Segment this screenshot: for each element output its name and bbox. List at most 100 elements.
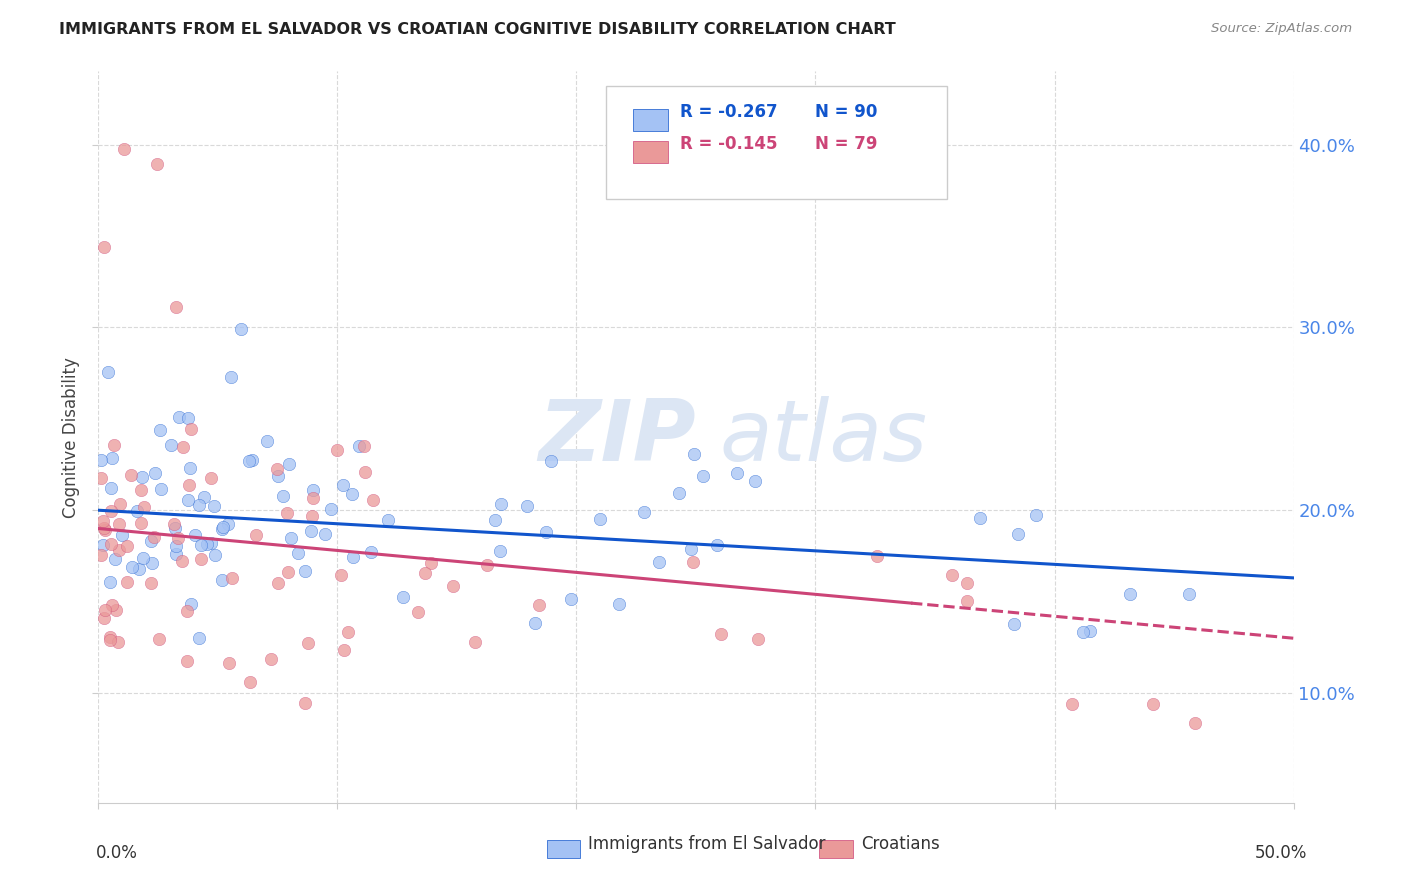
Point (172, 554, 194, 568)
Point (184, 528, 207, 542)
Point (143, 530, 166, 544)
Point (392, 591, 415, 605)
Point (96, 365, 118, 379)
Point (238, 675, 260, 690)
Text: Croatians: Croatians (860, 835, 939, 853)
Text: R = -0.145: R = -0.145 (681, 135, 778, 153)
Point (353, 439, 375, 453)
Point (273, 489, 295, 503)
Text: N = 90: N = 90 (815, 103, 877, 121)
Point (1142, 697, 1164, 711)
Point (340, 486, 363, 500)
Point (441, 579, 464, 593)
Point (540, 453, 562, 467)
Point (148, 632, 170, 646)
Point (132, 550, 155, 565)
Point (120, 468, 142, 483)
Point (132, 500, 155, 515)
Point (167, 409, 190, 424)
Point (415, 566, 437, 580)
Point (692, 468, 714, 483)
Point (125, 503, 148, 517)
Point (969, 511, 991, 525)
Point (299, 524, 322, 539)
Point (179, 461, 201, 475)
Point (668, 486, 690, 500)
Point (93, 240, 115, 254)
Point (294, 697, 316, 711)
Point (165, 539, 187, 553)
FancyBboxPatch shape (606, 86, 948, 200)
Point (361, 493, 384, 508)
Point (90, 452, 112, 467)
Point (484, 513, 506, 527)
Point (607, 597, 630, 611)
Point (747, 632, 769, 646)
Point (725, 466, 748, 480)
Point (245, 527, 267, 541)
Point (165, 300, 187, 314)
Point (94, 523, 117, 537)
Point (131, 470, 153, 484)
Point (347, 439, 370, 453)
Point (238, 453, 260, 467)
Bar (820, 840, 852, 858)
Bar (547, 840, 581, 858)
Point (190, 552, 212, 566)
Point (240, 452, 263, 467)
Point (682, 446, 704, 460)
Point (115, 574, 138, 589)
Point (176, 410, 198, 425)
Point (91, 515, 114, 529)
Point (221, 370, 243, 384)
Point (277, 457, 299, 471)
Point (176, 654, 198, 668)
Point (706, 538, 728, 552)
Point (121, 559, 143, 574)
Point (360, 544, 382, 558)
Point (589, 512, 612, 526)
Point (266, 469, 288, 483)
Point (536, 525, 558, 540)
Point (333, 643, 356, 657)
Bar (633, 110, 668, 131)
Point (190, 538, 212, 552)
Point (420, 556, 443, 570)
Point (1062, 697, 1084, 711)
Point (1119, 587, 1142, 601)
Point (211, 522, 233, 536)
Point (218, 656, 240, 670)
Point (956, 593, 979, 607)
Point (1025, 508, 1047, 522)
Point (129, 516, 152, 530)
Point (108, 543, 131, 558)
Point (139, 534, 162, 549)
Point (143, 466, 166, 480)
Point (1002, 616, 1025, 631)
Point (100, 504, 122, 518)
Point (516, 499, 538, 513)
Point (177, 493, 200, 508)
Point (477, 558, 499, 572)
Point (200, 536, 222, 550)
Y-axis label: Cognitive Disability: Cognitive Disability (62, 357, 80, 517)
Point (211, 520, 233, 534)
Point (107, 634, 129, 648)
Point (488, 543, 510, 558)
Point (117, 540, 139, 554)
Point (277, 565, 299, 579)
Point (276, 506, 298, 520)
Point (204, 548, 226, 562)
Point (294, 564, 316, 578)
Point (193, 490, 215, 504)
Point (229, 322, 252, 336)
Point (104, 603, 127, 617)
Point (682, 555, 704, 569)
Text: IMMIGRANTS FROM EL SALVADOR VS CROATIAN COGNITIVE DISABILITY CORRELATION CHART: IMMIGRANTS FROM EL SALVADOR VS CROATIAN … (59, 22, 896, 37)
Point (160, 438, 183, 452)
Point (150, 482, 173, 496)
Point (280, 531, 302, 545)
Point (354, 465, 377, 479)
Text: ZIP: ZIP (538, 395, 696, 479)
Point (195, 536, 218, 550)
